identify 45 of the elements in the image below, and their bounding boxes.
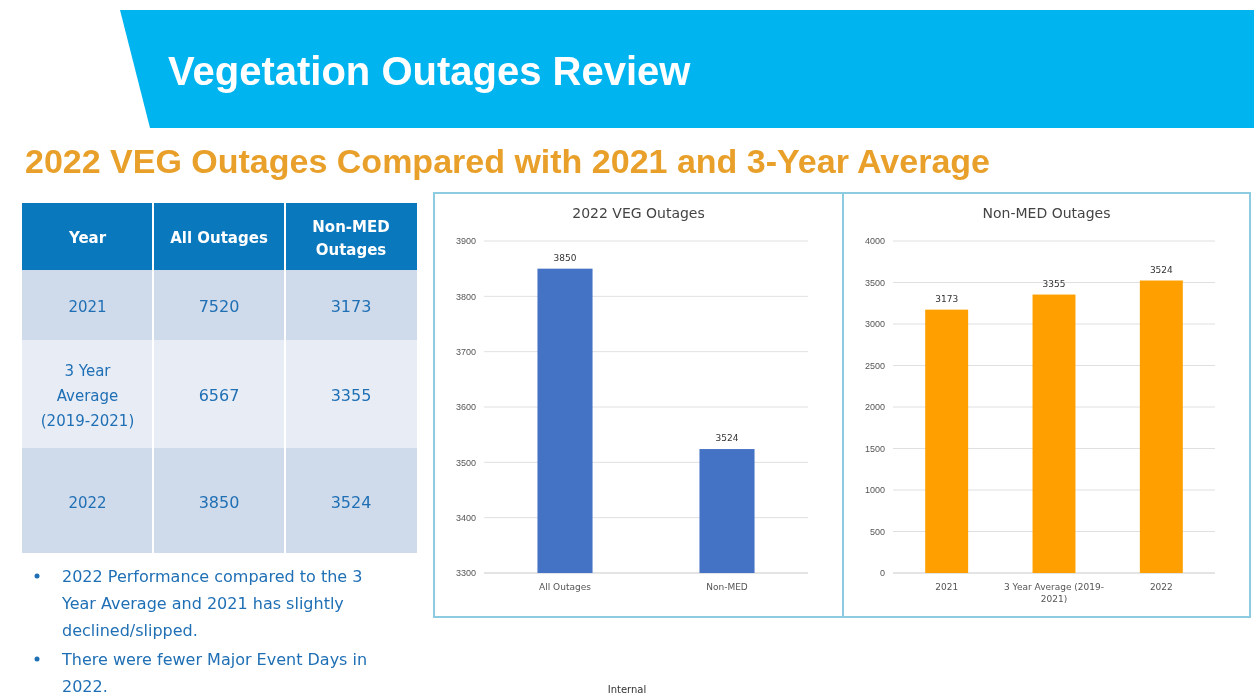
chart-title: Non-MED Outages — [982, 205, 1111, 221]
text: There were fewer Major Event Days in 2022. — [61, 650, 368, 696]
text: Internal — [607, 684, 647, 695]
data-label: 3524 — [330, 492, 372, 512]
x-tick-label: 2022 — [1149, 582, 1173, 592]
text: Year — [67, 229, 107, 247]
y-tick-label: 3600 — [455, 402, 476, 413]
y-tick-label: 3300 — [455, 568, 476, 579]
chart-title: 2022 VEG Outages — [572, 205, 705, 221]
y-tick-label: 3900 — [455, 236, 476, 247]
x-tick-label: Non-MED — [706, 582, 748, 592]
data-label: 3850 — [198, 492, 240, 512]
y-tick-label: 3500 — [864, 277, 885, 288]
data-label: 3850 — [553, 252, 577, 263]
data-label: 3355 — [1042, 278, 1066, 289]
data-label: 3173 — [330, 297, 372, 316]
y-tick-label: 2000 — [864, 402, 885, 413]
y-tick-label: 1000 — [864, 485, 885, 496]
data-label: 3524 — [715, 433, 739, 444]
text: 2022 VEG Outages Compared with 2021 and 3-Year Average — [25, 142, 990, 180]
x-tick-label: 2021 — [935, 582, 959, 592]
y-tick-label: 3400 — [455, 513, 476, 524]
y-tick-label: 2500 — [864, 360, 885, 371]
series-label: Non-MED Outages — [312, 217, 390, 259]
y-tick-label: 3500 — [455, 457, 476, 468]
y-tick-label: 3800 — [455, 291, 476, 302]
y-tick-label: 0 — [879, 568, 885, 579]
y-tick-label: 1500 — [864, 443, 885, 454]
data-label: 3524 — [1149, 264, 1174, 275]
y-tick-label: 3000 — [864, 319, 885, 330]
y-tick-label: 3700 — [455, 347, 476, 358]
category-label: 2021 — [68, 298, 107, 316]
text: 2022 Performance compared to the 3 Year Average and 2021 has slightly declined/slipped. — [61, 567, 363, 640]
x-tick-label: All Outages — [539, 582, 592, 592]
series-label: All Outages — [170, 229, 268, 247]
data-label: 3173 — [935, 293, 959, 304]
y-tick-label: 500 — [869, 526, 885, 537]
data-label: 7520 — [198, 297, 240, 316]
x-tick-label: 3 Year Average (2019-2021) — [1004, 582, 1104, 604]
data-label: 6567 — [198, 386, 240, 405]
data-label: 3355 — [330, 386, 372, 405]
category-label: 3 Year Average (2019-2021) — [40, 362, 135, 430]
y-tick-label: 4000 — [864, 236, 885, 247]
category-label: 2022 — [68, 493, 107, 512]
text: Vegetation Outages Review — [168, 49, 692, 93]
